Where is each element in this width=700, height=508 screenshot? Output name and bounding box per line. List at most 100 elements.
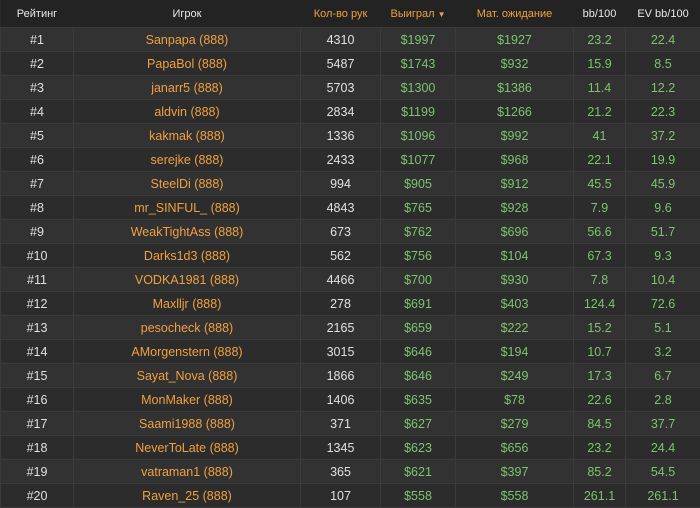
cell-bb100: 22.6 [574,388,626,412]
cell-ev-bb100: 261.1 [626,484,700,508]
cell-expected-value: $279 [456,412,574,436]
cell-ev-bb100: 9.6 [626,196,700,220]
cell-player-name[interactable]: janarr5 (888) [74,76,301,100]
cell-ev-bb100: 9.3 [626,244,700,268]
cell-expected-value: $194 [456,340,574,364]
cell-won: $635 [381,388,456,412]
cell-rank: #12 [1,292,74,316]
cell-ev-bb100: 54.5 [626,460,700,484]
cell-won: $905 [381,172,456,196]
cell-won: $646 [381,340,456,364]
cell-player-name[interactable]: Sanpapa (888) [74,28,301,52]
cell-player-name[interactable]: Sayat_Nova (888) [74,364,301,388]
cell-rank: #13 [1,316,74,340]
cell-hands: 4843 [301,196,381,220]
header-player[interactable]: Игрок [74,0,301,28]
cell-player-name[interactable]: MonMaker (888) [74,388,301,412]
cell-won: $765 [381,196,456,220]
cell-player-name[interactable]: kakmak (888) [74,124,301,148]
cell-ev-bb100: 51.7 [626,220,700,244]
cell-ev-bb100: 37.2 [626,124,700,148]
cell-won: $646 [381,364,456,388]
cell-player-name[interactable]: pesocheck (888) [74,316,301,340]
header-won-label: Выиграл [391,8,435,20]
cell-player-name[interactable]: Maxlljr (888) [74,292,301,316]
cell-hands: 4310 [301,28,381,52]
cell-bb100: 45.5 [574,172,626,196]
cell-expected-value: $968 [456,148,574,172]
cell-won: $762 [381,220,456,244]
sort-desc-icon: ▼ [438,10,446,19]
cell-rank: #2 [1,52,74,76]
cell-hands: 1336 [301,124,381,148]
cell-bb100: 15.9 [574,52,626,76]
cell-bb100: 261.1 [574,484,626,508]
cell-bb100: 84.5 [574,412,626,436]
cell-player-name[interactable]: VODKA1981 (888) [74,268,301,292]
cell-ev-bb100: 22.3 [626,100,700,124]
header-rank[interactable]: Рейтинг [1,0,74,28]
header-bb100[interactable]: bb/100 [574,0,626,28]
cell-ev-bb100: 22.4 [626,28,700,52]
cell-hands: 1345 [301,436,381,460]
header-hands[interactable]: Кол-во рук [301,0,381,28]
cell-won: $659 [381,316,456,340]
header-won[interactable]: Выиграл▼ [381,0,456,28]
cell-player-name[interactable]: Saami1988 (888) [74,412,301,436]
cell-rank: #15 [1,364,74,388]
cell-hands: 3015 [301,340,381,364]
cell-expected-value: $928 [456,196,574,220]
cell-ev-bb100: 12.2 [626,76,700,100]
cell-rank: #17 [1,412,74,436]
cell-rank: #4 [1,100,74,124]
cell-bb100: 56.6 [574,220,626,244]
cell-bb100: 22.1 [574,148,626,172]
cell-player-name[interactable]: serejke (888) [74,148,301,172]
cell-player-name[interactable]: Darks1d3 (888) [74,244,301,268]
cell-expected-value: $403 [456,292,574,316]
cell-player-name[interactable]: PapaBol (888) [74,52,301,76]
cell-expected-value: $656 [456,436,574,460]
cell-hands: 371 [301,412,381,436]
cell-hands: 2433 [301,148,381,172]
cell-rank: #8 [1,196,74,220]
cell-rank: #9 [1,220,74,244]
cell-rank: #16 [1,388,74,412]
header-ev-bb100[interactable]: EV bb/100 [626,0,700,28]
cell-expected-value: $912 [456,172,574,196]
cell-bb100: 17.3 [574,364,626,388]
cell-player-name[interactable]: vatraman1 (888) [74,460,301,484]
cell-player-name[interactable]: mr_SINFUL_ (888) [74,196,301,220]
cell-rank: #10 [1,244,74,268]
cell-ev-bb100: 24.4 [626,436,700,460]
cell-player-name[interactable]: NeverToLate (888) [74,436,301,460]
cell-player-name[interactable]: AMorgenstern (888) [74,340,301,364]
cell-expected-value: $78 [456,388,574,412]
cell-rank: #1 [1,28,74,52]
cell-player-name[interactable]: WeakTightAss (888) [74,220,301,244]
cell-ev-bb100: 8.5 [626,52,700,76]
cell-hands: 562 [301,244,381,268]
cell-bb100: 124.4 [574,292,626,316]
cell-expected-value: $930 [456,268,574,292]
cell-player-name[interactable]: aldvin (888) [74,100,301,124]
cell-ev-bb100: 45.9 [626,172,700,196]
cell-hands: 278 [301,292,381,316]
cell-bb100: 7.9 [574,196,626,220]
cell-hands: 5487 [301,52,381,76]
header-row: Рейтинг Игрок Кол-во рук Выиграл▼ Мат. о… [1,0,700,28]
header-ev[interactable]: Мат. ожидание [456,0,574,28]
cell-player-name[interactable]: SteelDi (888) [74,172,301,196]
cell-player-name[interactable]: Raven_25 (888) [74,484,301,508]
cell-expected-value: $1386 [456,76,574,100]
cell-ev-bb100: 6.7 [626,364,700,388]
cell-rank: #6 [1,148,74,172]
